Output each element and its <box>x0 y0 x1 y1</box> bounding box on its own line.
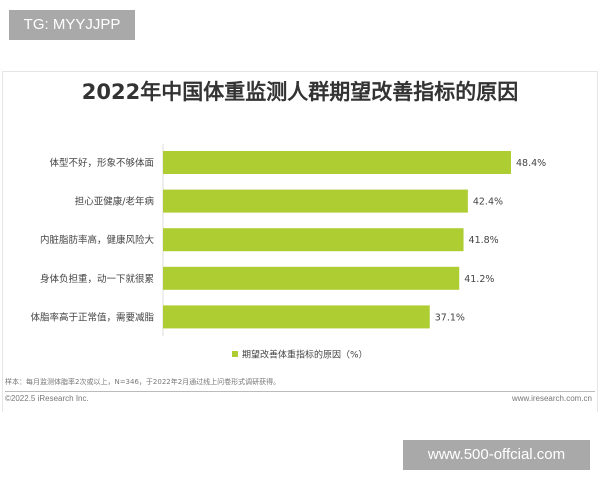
chart-card <box>2 71 598 412</box>
data-label: 48.4% <box>516 158 546 169</box>
category-label: 担心亚健康/老年病 <box>75 196 155 208</box>
data-label: 41.8% <box>469 235 499 246</box>
bar <box>163 266 460 290</box>
chart-title: 2022年中国体重监测人群期望改善指标的原因 <box>81 80 519 104</box>
category-label: 身体负担重，动一下就很累 <box>40 273 154 285</box>
divider <box>5 391 595 392</box>
category-label: 内脏脂肪率高，健康风险大 <box>40 234 155 246</box>
legend-label: 期望改善体重指标的原因（%） <box>242 349 368 361</box>
watermark-top: TG: MYYJJPP <box>9 10 135 40</box>
site-url: www.iresearch.com.cn <box>511 394 592 403</box>
category-label: 体脂率高于正常值，需要减脂 <box>30 311 154 323</box>
category-label: 体型不好，形象不够体面 <box>49 157 154 169</box>
sample-note: 样本：每月监测体脂率2次或以上，N=346，于2022年2月通过线上问卷形式调研… <box>5 378 281 386</box>
bar <box>163 228 464 252</box>
copyright: ©2022.5 iResearch Inc. <box>5 394 89 403</box>
bar <box>163 305 430 329</box>
data-label: 37.1% <box>435 312 465 323</box>
watermark-bottom: www.500-offcial.com <box>403 440 590 470</box>
bar <box>163 189 468 213</box>
legend-swatch <box>232 351 238 357</box>
data-label: 41.2% <box>464 274 494 285</box>
data-label: 42.4% <box>473 197 503 208</box>
bar <box>163 151 511 174</box>
